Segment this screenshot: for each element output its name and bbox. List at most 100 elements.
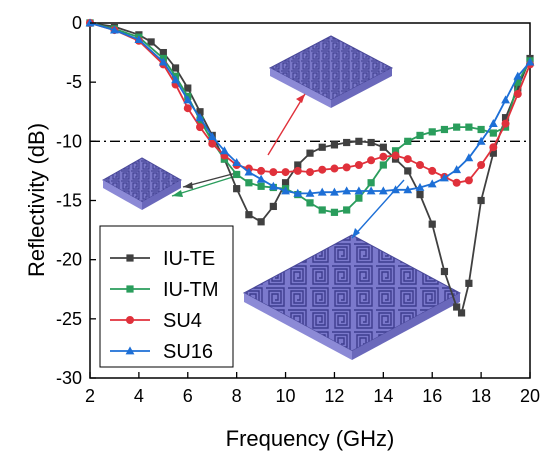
data-point-iu-te [281,179,290,187]
data-point-iu-tm [318,206,326,214]
series-su16 [85,18,535,197]
axis-ticks: 2 4 6 8 10 12 14 16 18 20 0 -5 -10 -15 -20 -25 -30 [56,13,540,406]
data-point-su16 [317,187,327,196]
data-point-su16 [244,167,254,176]
data-point-iu-te [489,149,497,157]
data-point-iu-te [196,108,204,116]
data-point-su16 [134,34,144,43]
data-point-su16 [232,158,242,167]
data-point-iu-te [501,114,510,122]
data-point-su16 [403,185,413,194]
series-line-su16 [89,22,531,195]
y-tick-label: 0 [72,13,82,33]
legend-item-su4: SU4 [110,310,202,332]
x-tick-label: 10 [276,386,296,406]
data-point-iu-tm [477,125,485,134]
x-tick-label: 16 [422,386,442,406]
pointer-arrows [171,93,405,239]
data-point-iu-te [257,218,265,226]
data-point-iu-te [355,137,363,145]
data-point-iu-te [367,138,375,147]
data-point-su4 [257,166,266,175]
legend-marker [126,316,134,324]
data-point-su4 [367,156,376,165]
data-point-su16 [354,186,364,195]
data-point-su16 [183,95,193,104]
data-point-iu-tm [330,208,339,216]
x-tick-label: 8 [232,386,242,406]
data-point-su4 [342,163,351,172]
y-tick-label: -30 [56,368,82,388]
data-point-su4 [501,119,510,128]
data-point-iu-tm [453,123,461,131]
data-point-su4 [464,176,473,185]
x-tick-label: 6 [183,386,193,406]
data-point-iu-te [404,167,412,175]
legend-item-su16: SU16 [110,341,213,363]
data-point-su4 [354,161,363,169]
x-tick-label: 14 [373,386,393,406]
data-point-su16 [452,165,462,174]
data-point-iu-tm [367,179,375,187]
legend-marker [126,285,134,293]
data-point-iu-te [171,64,180,72]
data-point-su16 [268,181,278,190]
data-point-iu-te [440,267,449,276]
data-point-iu-tm [379,161,387,169]
data-point-su4 [281,168,290,177]
data-point-iu-tm [343,206,351,214]
unit-cell-su16-image [242,234,462,360]
data-point-iu-tm [416,131,424,140]
data-point-su4 [208,139,217,148]
unit-cell-iu-image [101,157,183,210]
data-point-su4 [330,164,339,173]
data-point-su16 [171,75,180,84]
data-point-su16 [427,179,437,188]
x-tick-label: 18 [471,386,491,406]
data-point-iu-tm [306,199,314,207]
data-point-su16 [195,113,205,122]
data-point-iu-te [306,149,314,157]
data-point-su16 [440,173,449,182]
data-point-iu-te [294,161,302,169]
data-point-su16 [501,95,510,104]
data-point-su4 [269,168,278,177]
data-point-su16 [513,71,523,80]
data-point-iu-te [245,211,253,219]
data-point-su16 [220,146,229,155]
data-point-su4 [293,166,302,175]
legend-marker [125,346,135,355]
data-point-iu-tm [257,182,265,190]
legend-item-iu-te: IU-TE [110,248,215,270]
data-point-su4 [428,166,437,175]
data-point-su16 [391,185,400,194]
legend: IU-TE IU-TM SU4 SU16 [99,225,234,368]
data-point-iu-te [159,48,167,57]
data-point-iu-tm [355,194,363,202]
data-point-su16 [305,188,315,197]
data-point-iu-tm [489,129,497,137]
series-layer [85,18,535,317]
legend-label: IU-TE [163,248,215,270]
legend-marker [126,254,134,262]
data-point-su16 [207,132,217,140]
x-tick-label: 2 [85,386,95,406]
data-point-iu-tm [514,78,522,86]
data-point-iu-te [453,303,461,311]
data-point-iu-te [477,196,485,205]
data-point-iu-tm [245,179,253,187]
data-point-iu-te [233,185,241,193]
data-point-iu-tm [391,147,400,155]
data-point-su16 [256,174,266,183]
data-point-su16 [415,182,425,191]
legend-box [99,225,234,368]
y-tick-label: -15 [56,191,82,211]
series-line-su4 [89,22,531,184]
data-point-su16 [464,153,474,162]
legend-label: SU16 [163,341,213,363]
data-point-su16 [110,25,119,34]
data-point-su16 [330,187,339,196]
data-point-su4 [391,151,400,160]
legend-label: SU4 [163,310,202,332]
data-point-su16 [525,57,535,66]
